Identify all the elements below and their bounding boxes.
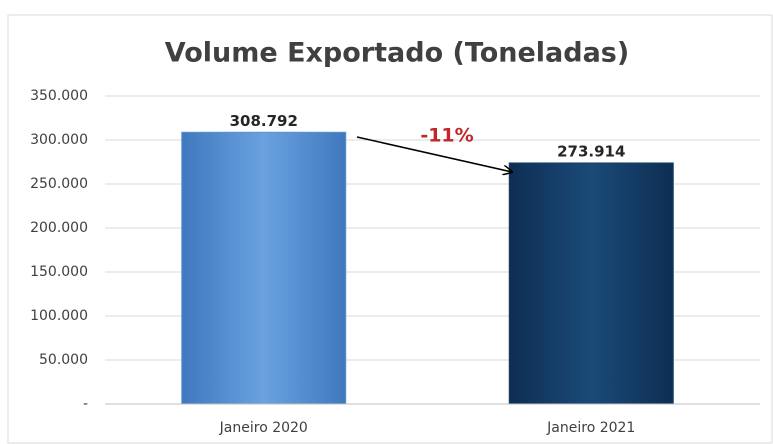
data-label: 273.914 — [557, 142, 625, 160]
change-arrow — [356, 136, 512, 172]
y-tick-label: 350.000 — [30, 88, 88, 104]
bar — [508, 162, 674, 405]
y-tick-label: 50.000 — [39, 352, 88, 368]
y-tick-label: 200.000 — [30, 220, 88, 236]
y-tick-label: 300.000 — [30, 132, 88, 148]
data-label: 308.792 — [230, 112, 298, 130]
y-tick-label: 150.000 — [30, 264, 88, 280]
bar — [181, 131, 347, 405]
chart-title: Volume Exportado (Toneladas) — [165, 38, 629, 69]
x-tick-label: Janeiro 2021 — [546, 420, 635, 436]
x-tick-label: Janeiro 2020 — [219, 420, 308, 436]
annotation: -11% — [420, 125, 473, 147]
y-tick-label: 100.000 — [30, 308, 88, 324]
y-tick-label: 250.000 — [30, 176, 88, 192]
y-tick-label: - — [83, 396, 88, 412]
